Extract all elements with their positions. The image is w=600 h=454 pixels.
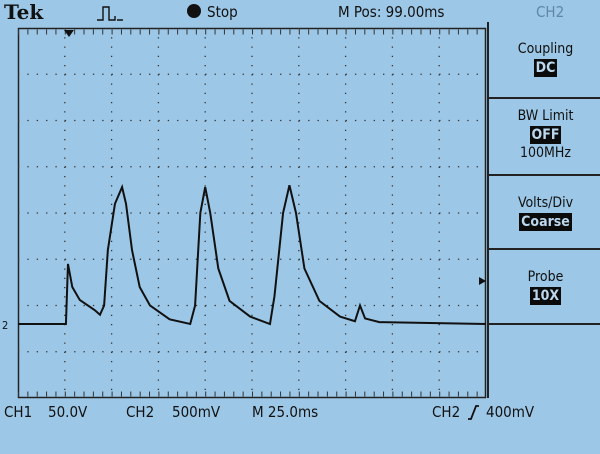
menu-coupling[interactable]: Coupling DC	[489, 22, 600, 99]
volts-div-label: Volts/Div	[517, 195, 574, 211]
ch1-label: CH1	[4, 403, 33, 421]
menu-bw-limit[interactable]: BW Limit OFF 100MHz	[489, 99, 600, 176]
coupling-value: DC	[533, 59, 558, 77]
trigger-level: 400mV	[486, 403, 535, 421]
brand-logo: Tek	[4, 0, 44, 24]
horizontal-position: M Pos: 99.00ms	[338, 3, 445, 21]
volts-div-value: Coarse	[519, 213, 572, 231]
readout-bar: CH1 50.0V CH2 500mV M 25.0ms CH2 400mV	[0, 402, 600, 426]
coupling-label: Coupling	[517, 41, 574, 57]
trigger-position-icon	[64, 30, 74, 37]
menu-empty[interactable]	[489, 325, 600, 398]
ground-marker: 2	[2, 319, 8, 332]
probe-label: Probe	[527, 269, 564, 285]
graticule: 2	[2, 27, 487, 399]
trigger-source: CH2	[432, 403, 461, 421]
run-state: Stop	[187, 3, 238, 21]
timebase: M 25.0ms	[252, 403, 319, 421]
bw-limit-value: OFF	[529, 126, 562, 144]
bw-limit-label: BW Limit	[517, 108, 574, 124]
bw-limit-freq: 100MHz	[520, 145, 571, 161]
trigger-level-marker-icon	[479, 277, 486, 285]
probe-value: 10X	[529, 287, 562, 305]
ch2-scale: 500mV	[172, 403, 221, 421]
side-menu: Coupling DC BW Limit OFF 100MHz Volts/Di…	[487, 22, 600, 398]
ch1-scale: 50.0V	[48, 403, 88, 421]
ch2-trace	[18, 183, 487, 326]
rising-edge-icon	[466, 403, 480, 425]
menu-probe[interactable]: Probe 10X	[489, 250, 600, 325]
ch2-label: CH2	[126, 403, 155, 421]
menu-channel: CH2	[536, 3, 565, 21]
acquisition-waveform-icon	[95, 3, 125, 27]
stop-icon	[187, 4, 201, 18]
status-bar: Tek Stop M Pos: 99.00ms CH2	[0, 0, 600, 26]
menu-volts-div[interactable]: Volts/Div Coarse	[489, 176, 600, 250]
